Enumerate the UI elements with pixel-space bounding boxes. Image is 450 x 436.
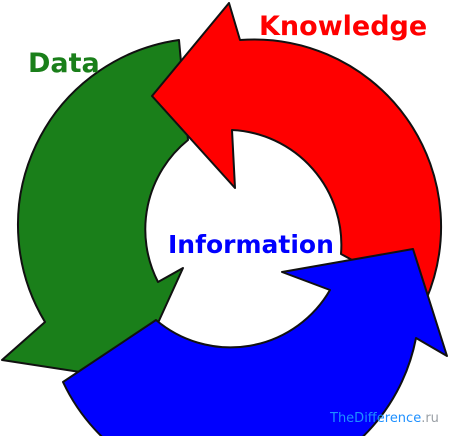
- blue-curved-arrow-icon: [62, 248, 448, 436]
- watermark-suffix: .ru: [421, 411, 439, 426]
- information-label: Information: [168, 230, 334, 259]
- green-curved-arrow-icon: [1, 39, 189, 381]
- watermark-brand: TheDifference: [330, 411, 422, 426]
- red-curved-arrow-icon: [151, 2, 443, 301]
- knowledge-label: Knowledge: [259, 11, 428, 42]
- data-label: Data: [28, 48, 100, 79]
- watermark: TheDifference.ru: [330, 412, 439, 425]
